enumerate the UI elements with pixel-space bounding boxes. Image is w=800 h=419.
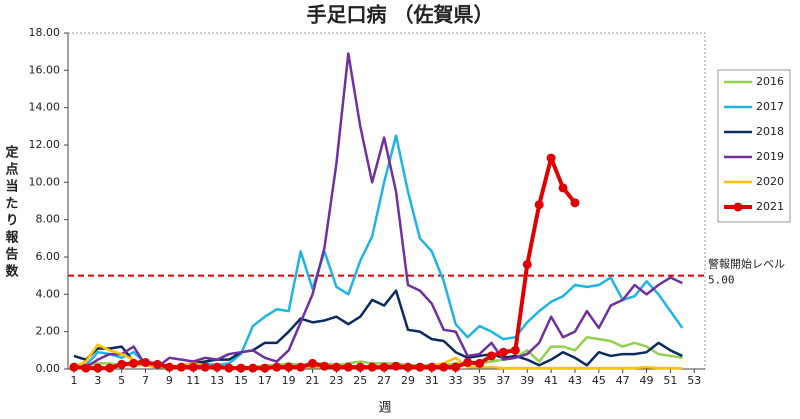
series-point [93, 363, 103, 373]
y-tick-label: 8.00 [36, 213, 61, 226]
x-tick-label: 7 [142, 374, 149, 387]
series-point [248, 363, 258, 373]
x-tick-label: 35 [473, 374, 487, 387]
x-tick-label: 51 [663, 374, 677, 387]
y-tick-label: 4.00 [36, 287, 61, 300]
x-tick-label: 49 [640, 374, 654, 387]
legend-label: 2016 [756, 75, 784, 88]
series-point [105, 363, 115, 373]
series-point [284, 362, 294, 372]
series-point [463, 357, 473, 367]
series-point [379, 362, 389, 372]
series-point [319, 361, 329, 371]
legend-label: 2020 [756, 175, 784, 188]
x-tick-label: 31 [425, 374, 439, 387]
series-point [391, 361, 401, 371]
series-line [73, 52, 683, 369]
x-tick-label: 27 [377, 374, 391, 387]
x-tick-label: 47 [616, 374, 630, 387]
legend-marker [733, 202, 743, 212]
series-point [331, 362, 341, 372]
y-tick-label: 2.00 [36, 325, 61, 338]
series-point [236, 363, 246, 373]
series-point [355, 362, 365, 372]
series-point [212, 362, 222, 372]
y-tick-label: 6.00 [36, 250, 61, 263]
y-axis-label: 定点当たり報告数 [3, 144, 20, 281]
legend-label: 2017 [756, 100, 784, 113]
x-tick-label: 3 [94, 374, 101, 387]
series-point [486, 351, 496, 361]
series-point [176, 362, 186, 372]
series-point [272, 362, 282, 372]
legend-label: 2018 [756, 125, 784, 138]
series-point [117, 359, 127, 369]
reference-label: 警報開始レベル [708, 257, 785, 271]
y-tick-label: 14.00 [29, 101, 61, 114]
y-tick-label: 12.00 [29, 138, 61, 151]
x-axis-label: 週 [378, 401, 391, 416]
x-tick-label: 21 [306, 374, 320, 387]
series-point [510, 345, 520, 355]
chart-title: 手足口病 （佐賀県） [307, 3, 494, 27]
series-point [296, 362, 306, 372]
series-point [129, 358, 139, 368]
x-tick-label: 9 [166, 374, 173, 387]
x-tick-label: 23 [329, 374, 343, 387]
y-tick-label: 0.00 [36, 362, 61, 375]
series-point [570, 198, 580, 208]
series-point [415, 362, 425, 372]
series-point [81, 363, 91, 373]
x-tick-label: 41 [544, 374, 558, 387]
series-point [475, 358, 485, 368]
x-tick-label: 43 [568, 374, 582, 387]
series-point [200, 362, 210, 372]
series-point [522, 259, 532, 269]
y-tick-label: 10.00 [29, 175, 61, 188]
x-tick-label: 11 [186, 374, 200, 387]
x-tick-label: 25 [353, 374, 367, 387]
x-tick-label: 37 [496, 374, 510, 387]
x-tick-label: 19 [282, 374, 296, 387]
legend-label: 2021 [756, 200, 784, 213]
series-point [439, 362, 449, 372]
series-point [498, 347, 508, 357]
series-point [451, 362, 461, 372]
legend-label: 2019 [756, 150, 784, 163]
series-point [224, 363, 234, 373]
y-tick-label: 18.00 [29, 26, 61, 39]
x-tick-label: 29 [401, 374, 415, 387]
x-tick-label: 17 [258, 374, 272, 387]
series-point [534, 200, 544, 210]
series-point [367, 362, 377, 372]
series-point [427, 362, 437, 372]
x-tick-label: 1 [70, 374, 77, 387]
x-tick-label: 15 [234, 374, 248, 387]
series-point [188, 362, 198, 372]
x-tick-label: 33 [449, 374, 463, 387]
series-point [403, 362, 413, 372]
x-tick-label: 13 [210, 374, 224, 387]
series-point [69, 362, 79, 372]
x-tick-label: 5 [118, 374, 125, 387]
series-point [152, 359, 162, 369]
reference-value-label: 5.00 [708, 274, 735, 287]
x-tick-label: 39 [520, 374, 534, 387]
legend-box [717, 69, 791, 223]
series-point [260, 363, 270, 373]
series-point [546, 153, 556, 163]
series-point [558, 183, 568, 193]
series-point [141, 357, 151, 367]
y-tick-label: 16.00 [29, 63, 61, 76]
x-tick-label: 53 [687, 374, 701, 387]
series-point [343, 362, 353, 372]
series-point [164, 362, 174, 372]
series-point [308, 358, 318, 368]
x-tick-label: 45 [592, 374, 606, 387]
